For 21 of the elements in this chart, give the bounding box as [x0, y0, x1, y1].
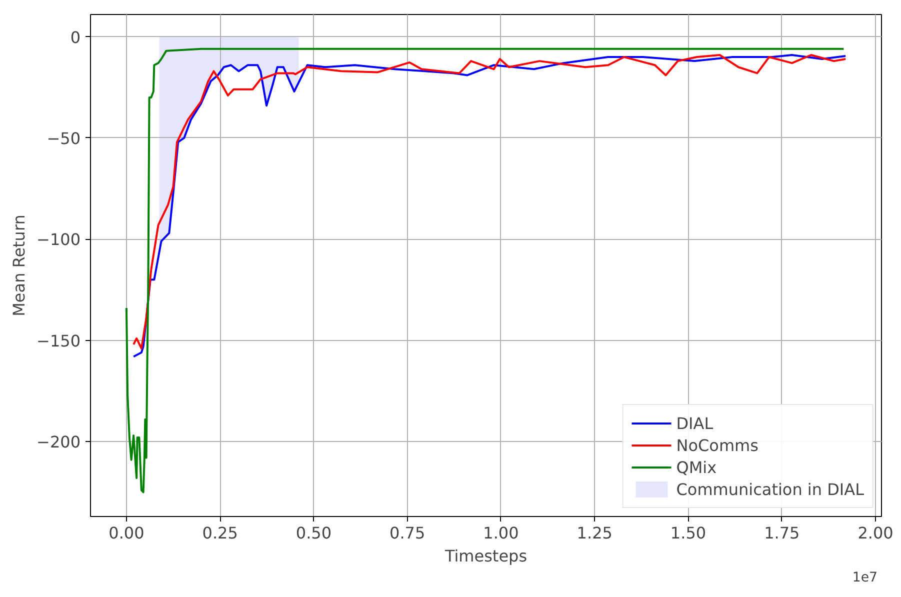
legend-label: QMix: [676, 458, 717, 476]
x-tick-label: 0.50: [296, 524, 332, 542]
text: 1e7: [852, 570, 878, 586]
x-tick-label: 0.75: [390, 524, 426, 542]
y-tick-label: −200: [36, 432, 81, 452]
x-tick-label: 1.50: [670, 524, 706, 542]
legend-label: NoComms: [676, 436, 758, 454]
x-axis-title: Timesteps: [444, 546, 528, 566]
y-tick-label: −150: [36, 331, 81, 350]
x-tick-label: 2.00: [858, 524, 894, 542]
x-tick-label: 1.25: [576, 524, 612, 542]
x-tick-label: 0.00: [108, 524, 144, 542]
x-tick-label: 1.00: [483, 524, 519, 542]
y-tick-label: −100: [36, 230, 81, 250]
legend-label: Communication in DIAL: [676, 480, 864, 498]
x-tick-label: 0.25: [202, 524, 238, 542]
y-tick-label: 0: [70, 28, 81, 47]
legend-label: DIAL: [676, 414, 714, 432]
y-tick-label: −50: [46, 128, 80, 148]
y-axis-title: Mean Return: [10, 214, 29, 316]
x-tick-label: 1.75: [764, 524, 800, 542]
